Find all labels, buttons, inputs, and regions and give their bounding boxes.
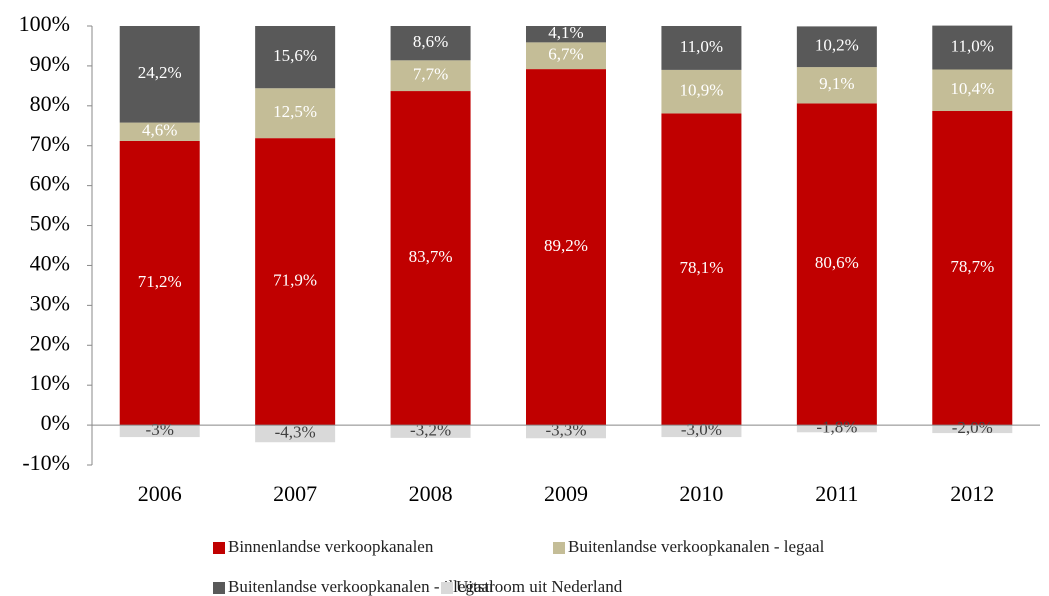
bar-segment — [390, 60, 471, 92]
bar-segment — [119, 140, 200, 426]
bar-segment — [119, 425, 200, 438]
y-tick-label: 10% — [30, 370, 70, 395]
x-tick-label: 2012 — [950, 481, 994, 506]
data-label: 7,7% — [413, 65, 448, 84]
data-label: 24,2% — [138, 63, 182, 82]
bar-segment — [390, 425, 471, 438]
bar-segment — [526, 26, 606, 43]
data-label: 89,2% — [544, 236, 588, 255]
bar-segment — [796, 103, 877, 426]
data-label: 80,6% — [815, 253, 859, 272]
y-tick-label: 80% — [30, 91, 70, 116]
bar-segment — [932, 25, 1013, 70]
data-label: 15,6% — [273, 46, 317, 65]
bar-segment — [932, 425, 1013, 434]
bar-segment — [526, 425, 606, 439]
data-label: -2,0% — [952, 418, 993, 437]
y-tick-label: 40% — [30, 251, 70, 276]
legend-label: Buitenlandse verkoopkanalen - legaal — [568, 537, 825, 556]
bar-segment — [796, 425, 877, 433]
bar-segment — [255, 88, 336, 139]
y-tick-label: 0% — [41, 410, 70, 435]
bar-segment — [796, 67, 877, 104]
bar-segment — [661, 113, 742, 426]
x-tick-label: 2011 — [815, 481, 858, 506]
legend-label: Binnenlandse verkoopkanalen — [228, 537, 434, 556]
y-tick-label: 60% — [30, 171, 70, 196]
data-label: 8,6% — [413, 32, 448, 51]
bar-segment — [796, 26, 877, 68]
data-label: 10,9% — [679, 81, 723, 100]
legend-swatch — [213, 542, 225, 554]
data-label: 11,0% — [680, 37, 723, 56]
data-label: -3,2% — [410, 420, 451, 439]
legend-label: Uitstroom uit Nederland — [456, 577, 623, 596]
data-label: 78,7% — [950, 257, 994, 276]
bar-segment — [119, 26, 200, 123]
data-label: 12,5% — [273, 102, 317, 121]
data-label: 9,1% — [819, 74, 854, 93]
bar-segment — [526, 42, 606, 70]
legend-swatch — [441, 582, 453, 594]
data-label: 11,0% — [951, 36, 994, 55]
data-label: 6,7% — [548, 45, 583, 64]
data-label: 10,2% — [815, 36, 859, 55]
data-label: 83,7% — [409, 247, 453, 266]
x-tick-label: 2009 — [544, 481, 588, 506]
y-tick-label: 50% — [30, 211, 70, 236]
bar-segment — [661, 69, 742, 114]
data-label: -3% — [146, 420, 174, 439]
bar-segment — [255, 138, 336, 426]
data-label: 10,4% — [950, 79, 994, 98]
y-tick-label: 70% — [30, 131, 70, 156]
data-label: 78,1% — [679, 258, 723, 277]
bar-segment — [661, 26, 742, 70]
bar-segment — [390, 91, 471, 426]
legend-label: Buitenlandse verkoopkanalen - illegaal — [228, 577, 494, 596]
y-tick-label: 90% — [30, 51, 70, 76]
x-tick-label: 2006 — [138, 481, 182, 506]
data-label: 71,2% — [138, 272, 182, 291]
data-label: 4,1% — [548, 23, 583, 42]
bar-segment — [526, 69, 606, 426]
bar-segment — [119, 122, 200, 141]
legend-swatch — [553, 542, 565, 554]
data-label: -3,0% — [681, 420, 722, 439]
data-label: -1,8% — [816, 418, 857, 437]
y-tick-label: 100% — [19, 11, 70, 36]
bar-segment — [255, 425, 336, 443]
bar-segment — [932, 69, 1013, 112]
bar-segment — [390, 26, 471, 61]
data-label: -4,3% — [275, 423, 316, 442]
x-tick-label: 2008 — [409, 481, 453, 506]
bar-segment — [932, 111, 1013, 426]
legend-swatch — [213, 582, 225, 594]
y-tick-label: 30% — [30, 290, 70, 315]
x-tick-label: 2007 — [273, 481, 317, 506]
data-label: 4,6% — [142, 121, 177, 140]
bar-segment — [661, 425, 742, 438]
data-label: 71,9% — [273, 271, 317, 290]
y-tick-label: -10% — [22, 450, 70, 475]
data-label: -3,3% — [545, 421, 586, 440]
x-tick-label: 2010 — [679, 481, 723, 506]
y-tick-label: 20% — [30, 330, 70, 355]
bar-segment — [255, 26, 336, 89]
